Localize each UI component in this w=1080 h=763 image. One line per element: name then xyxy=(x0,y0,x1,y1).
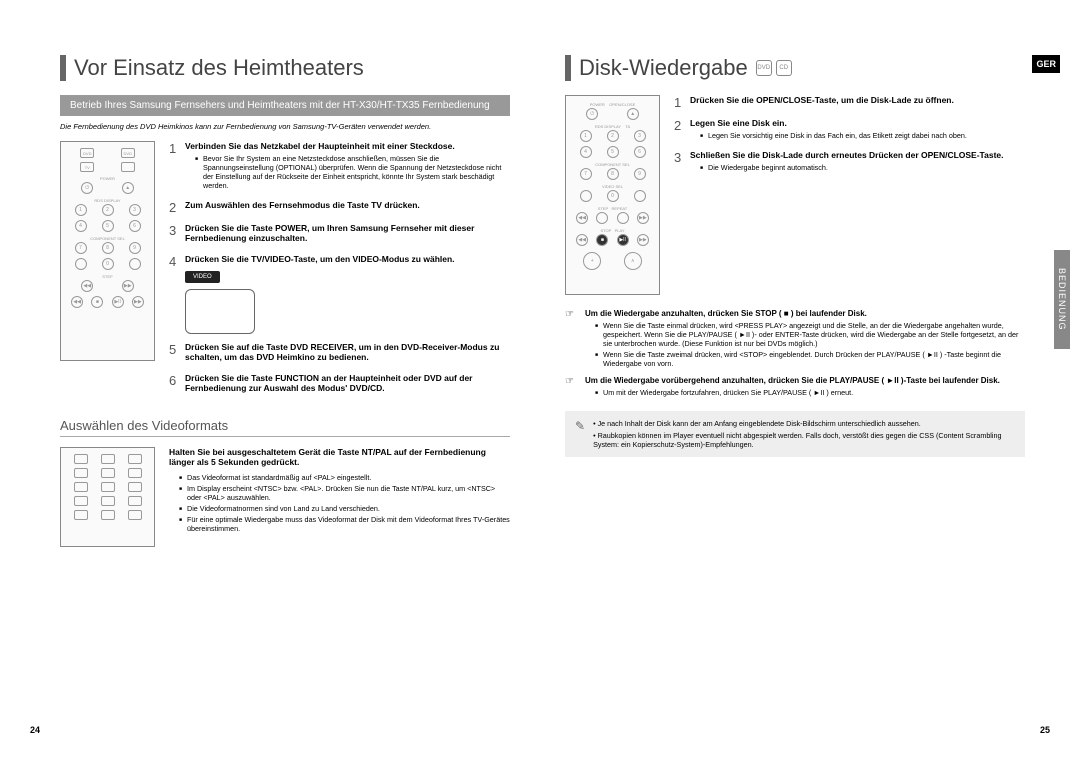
step-num: 3 xyxy=(674,150,684,174)
dvd-icon: DVD xyxy=(756,60,772,76)
page-spread: Vor Einsatz des Heimtheaters Betrieb Ihr… xyxy=(0,0,1080,763)
cd-icon: CD xyxy=(776,60,792,76)
remote-diagram-1: DVDDVD TV POWER ⏻▲ RDS DISPLAY 123 456 C… xyxy=(60,141,155,361)
step-3: 3 Drücken Sie die Taste POWER, um Ihren … xyxy=(169,223,510,246)
rstep-1: 1 Drücken Sie die OPEN/CLOSE-Taste, um d… xyxy=(674,95,1025,110)
note-box: ✎ • Je nach Inhalt der Disk kann der am … xyxy=(565,411,1025,457)
left-content-row-2: Halten Sie bei ausgeschaltetem Gerät die… xyxy=(60,447,510,547)
step-title: Drücken Sie auf die Taste DVD RECEIVER, … xyxy=(185,342,510,362)
step-title: Verbinden Sie das Netzkabel der Hauptein… xyxy=(185,141,510,151)
videoformat-heading: Auswählen des Videoformats xyxy=(60,418,510,437)
tip-stop: ☞ Um die Wiedergabe anzuhalten, drücken … xyxy=(565,309,1025,370)
page-right: Disk-Wiedergabe DVD CD GER BEDIENUNG POW… xyxy=(540,0,1080,763)
tv-screen-icon xyxy=(185,289,255,334)
remote-diagram-col-3: POWER OPEN/CLOSE ⏻▲ RDS DISPLAY TA 123 4… xyxy=(565,95,660,295)
step-title: Drücken Sie die TV/VIDEO-Taste, um den V… xyxy=(185,254,510,264)
section-side-tab: BEDIENUNG xyxy=(1054,250,1070,349)
page-number-left: 24 xyxy=(30,725,40,735)
vf-bullet: Für eine optimale Wiedergabe muss das Vi… xyxy=(179,515,510,533)
tip-bullet: Um mit der Wiedergabe fortzufahren, drüc… xyxy=(595,388,1025,397)
step-6: 6 Drücken Sie die Taste FUNCTION an der … xyxy=(169,373,510,396)
step-bullet: Legen Sie vorsichtig eine Disk in das Fa… xyxy=(700,131,1025,140)
remote-diagram-2 xyxy=(60,447,155,547)
step-bullet: Die Wiedergabe beginnt automatisch. xyxy=(700,163,1025,172)
left-steps-col: 1 Verbinden Sie das Netzkabel der Haupte… xyxy=(169,141,510,404)
right-title-bar: Disk-Wiedergabe DVD CD xyxy=(565,55,1025,81)
step-title: Drücken Sie die Taste FUNCTION an der Ha… xyxy=(185,373,510,393)
tip-pause: ☞ Um die Wiedergabe vorübergehend anzuha… xyxy=(565,376,1025,399)
step-title: Zum Auswählen des Fernsehmodus die Taste… xyxy=(185,200,510,210)
left-content-row-1: DVDDVD TV POWER ⏻▲ RDS DISPLAY 123 456 C… xyxy=(60,141,510,404)
step-1: 1 Verbinden Sie das Netzkabel der Haupte… xyxy=(169,141,510,192)
step-title: Schließen Sie die Disk-Lade durch erneut… xyxy=(690,150,1025,160)
tip-bullet: Wenn Sie die Taste zweimal drücken, wird… xyxy=(595,350,1025,368)
left-title-bar: Vor Einsatz des Heimtheaters xyxy=(60,55,510,81)
step-num: 5 xyxy=(169,342,179,365)
right-title: Disk-Wiedergabe xyxy=(579,55,748,81)
vf-bullet: Die Videoformatnormen sind von Land zu L… xyxy=(179,504,510,513)
step-num: 3 xyxy=(169,223,179,246)
step-title: Drücken Sie die Taste POWER, um Ihren Sa… xyxy=(185,223,510,243)
note-content: • Je nach Inhalt der Disk kann der am An… xyxy=(593,419,1015,449)
hand-icon: ☞ xyxy=(565,309,579,370)
step-num: 2 xyxy=(169,200,179,215)
vf-bullet: Das Videoformat ist standardmäßig auf <P… xyxy=(179,473,510,482)
rstep-3: 3 Schließen Sie die Disk-Lade durch erne… xyxy=(674,150,1025,174)
left-subtitle: Betrieb Ihres Samsung Fernsehers und Hei… xyxy=(60,95,510,116)
tip-title: Um die Wiedergabe anzuhalten, drücken Si… xyxy=(585,309,1025,318)
page-number-right: 25 xyxy=(1040,725,1050,735)
note-item: Raubkopien können im Player eventuell ni… xyxy=(593,431,1001,449)
note-icon: ✎ xyxy=(575,419,585,449)
step-num: 2 xyxy=(674,118,684,142)
step-num: 1 xyxy=(674,95,684,110)
step-title: Legen Sie eine Disk ein. xyxy=(690,118,1025,128)
remote-diagram-3: POWER OPEN/CLOSE ⏻▲ RDS DISPLAY TA 123 4… xyxy=(565,95,660,295)
right-content-row: POWER OPEN/CLOSE ⏻▲ RDS DISPLAY TA 123 4… xyxy=(565,95,1025,295)
step-num: 1 xyxy=(169,141,179,192)
remote-diagram-col: DVDDVD TV POWER ⏻▲ RDS DISPLAY 123 456 C… xyxy=(60,141,155,404)
hand-icon: ☞ xyxy=(565,376,579,399)
videoformat-lead: Halten Sie bei ausgeschaltetem Gerät die… xyxy=(169,447,510,467)
left-title: Vor Einsatz des Heimtheaters xyxy=(74,55,364,81)
video-badge: VIDEO xyxy=(185,271,220,283)
vf-bullet: Im Display erscheint <NTSC> bzw. <PAL>. … xyxy=(179,484,510,502)
page-left: Vor Einsatz des Heimtheaters Betrieb Ihr… xyxy=(0,0,540,763)
rstep-2: 2 Legen Sie eine Disk ein. Legen Sie vor… xyxy=(674,118,1025,142)
remote-diagram-col-2 xyxy=(60,447,155,547)
right-steps-col: 1 Drücken Sie die OPEN/CLOSE-Taste, um d… xyxy=(674,95,1025,295)
step-bullet: Bevor Sie Ihr System an eine Netzsteckdo… xyxy=(195,154,510,190)
disc-icons: DVD CD xyxy=(756,60,792,76)
step-title: Drücken Sie die OPEN/CLOSE-Taste, um die… xyxy=(690,95,1025,105)
step-num: 4 xyxy=(169,254,179,334)
language-badge: GER xyxy=(1032,55,1060,73)
note-item: Je nach Inhalt der Disk kann der am Anfa… xyxy=(598,419,921,428)
tip-bullet: Wenn Sie die Taste einmal drücken, wird … xyxy=(595,321,1025,348)
step-5: 5 Drücken Sie auf die Taste DVD RECEIVER… xyxy=(169,342,510,365)
step-num: 6 xyxy=(169,373,179,396)
step-2: 2 Zum Auswählen des Fernsehmodus die Tas… xyxy=(169,200,510,215)
tip-title: Um die Wiedergabe vorübergehend anzuhalt… xyxy=(585,376,1025,385)
step-4: 4 Drücken Sie die TV/VIDEO-Taste, um den… xyxy=(169,254,510,334)
videoformat-text: Halten Sie bei ausgeschaltetem Gerät die… xyxy=(169,447,510,547)
left-intro: Die Fernbedienung des DVD Heimkinos kann… xyxy=(60,122,510,131)
